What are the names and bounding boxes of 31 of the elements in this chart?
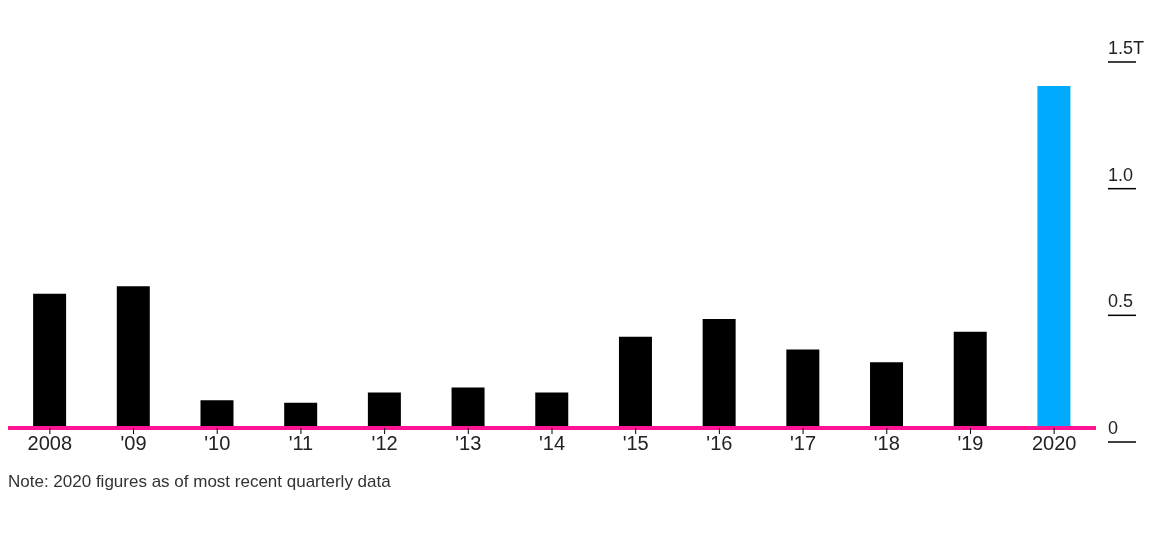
x-tick-label: '17 bbox=[790, 432, 817, 455]
x-tick-label: '19 bbox=[957, 432, 984, 455]
y-tick-label: 0 bbox=[1108, 418, 1119, 438]
bar bbox=[535, 392, 569, 428]
x-tick-label: '13 bbox=[455, 432, 482, 455]
bar bbox=[618, 336, 652, 428]
x-tick-label: '15 bbox=[622, 432, 649, 455]
bar bbox=[870, 362, 904, 428]
bar bbox=[786, 349, 820, 428]
bar bbox=[284, 402, 318, 428]
bar bbox=[200, 400, 234, 428]
x-tick-label: '11 bbox=[288, 432, 314, 455]
bar bbox=[1037, 86, 1071, 428]
x-tick-label: 2020 bbox=[1031, 432, 1077, 455]
bar bbox=[702, 319, 736, 428]
x-tick-label: '14 bbox=[538, 432, 566, 455]
x-tick-label: '16 bbox=[706, 432, 733, 455]
bar bbox=[451, 387, 485, 428]
bar bbox=[116, 286, 150, 428]
y-tick-label: 0.5 bbox=[1108, 291, 1134, 312]
x-tick-label: '12 bbox=[371, 432, 398, 455]
x-tick-label: '09 bbox=[120, 432, 147, 455]
y-tick-label: 1.5T bbox=[1108, 38, 1145, 58]
bar bbox=[33, 293, 67, 428]
y-tick-label: 1.0 bbox=[1108, 164, 1134, 185]
bar bbox=[367, 392, 401, 428]
text: Note: 2020 figures as of most recent quarterly data bbox=[8, 472, 392, 492]
bar bbox=[953, 331, 987, 428]
x-tick-label: '18 bbox=[873, 432, 900, 455]
x-tick-label: '10 bbox=[204, 432, 231, 455]
x-tick-label: 2008 bbox=[27, 432, 73, 455]
